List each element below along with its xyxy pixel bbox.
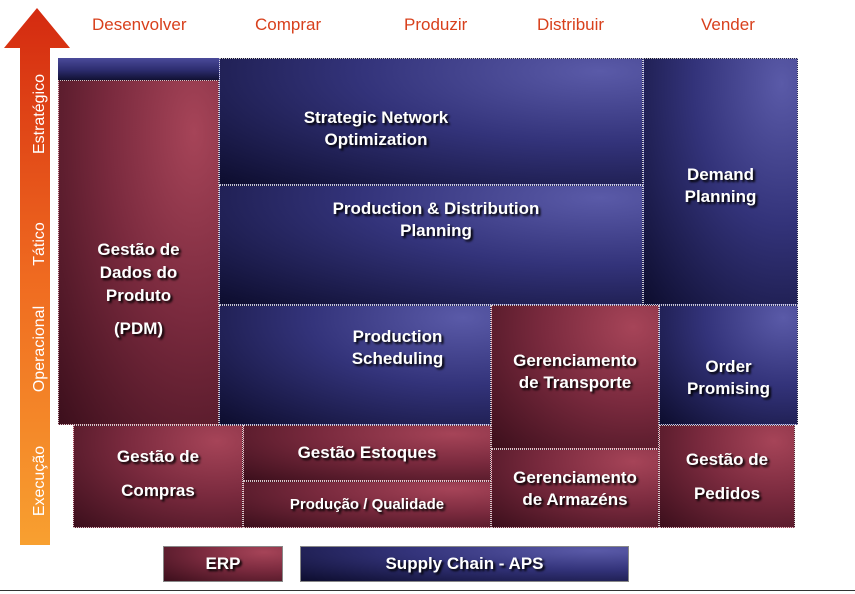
- inventory-management-box: Gestão Estoques: [243, 425, 491, 481]
- production-scheduling-box: Production Scheduling: [219, 305, 491, 425]
- bottom-divider: [0, 590, 855, 591]
- box-line: Produção / Qualidade: [289, 495, 445, 513]
- legend-erp: ERP: [163, 546, 283, 582]
- demand-planning-box: Demand Planning: [643, 58, 798, 305]
- column-header-comprar: Comprar: [255, 15, 322, 34]
- box-line: Produto: [105, 286, 172, 305]
- box-line: Gerenciamento: [513, 351, 637, 370]
- box-line: Strategic Network: [303, 108, 449, 127]
- transport-management-box: Gerenciamento de Transporte: [491, 305, 659, 449]
- box-line: Pedidos: [693, 483, 761, 503]
- box-line: Promising: [686, 379, 771, 398]
- production-quality-box: Produção / Qualidade: [243, 481, 491, 528]
- axis-level-tatico: Tático: [31, 222, 48, 266]
- box-line: de Armazéns: [522, 489, 628, 509]
- box-line: Optimization: [324, 130, 428, 149]
- box-line: Gestão de: [116, 447, 200, 466]
- box-line: Production & Distribution: [332, 199, 540, 218]
- legend-supply-chain-aps: Supply Chain - APS: [300, 546, 629, 582]
- column-header-vender: Vender: [701, 15, 755, 34]
- order-promising-box: Order Promising: [659, 305, 798, 425]
- box-line: Gestão Estoques: [297, 443, 437, 462]
- column-header-produzir: Produzir: [404, 15, 468, 34]
- pdm-box: Gestão de Dados do Produto (PDM): [58, 80, 219, 425]
- box-line: Planning: [400, 221, 472, 240]
- box-line: Demand: [686, 165, 755, 184]
- production-distribution-planning-box: Production & Distribution Planning: [219, 185, 643, 305]
- box-line: Compras: [121, 481, 195, 500]
- strategic-network-optimization-box: Strategic Network Optimization: [219, 58, 643, 185]
- column-header-distribuir: Distribuir: [537, 15, 605, 34]
- box-line: de Transporte: [518, 373, 632, 392]
- box-line: Production: [352, 327, 443, 346]
- axis-level-operacional: Operacional: [31, 305, 48, 393]
- purchasing-management-box: Gestão de Compras: [73, 425, 243, 528]
- order-management-box: Gestão de Pedidos: [659, 425, 795, 528]
- axis-level-execucao: Execução: [31, 445, 48, 517]
- box-line: Gestão de: [685, 449, 769, 469]
- column-header-desenvolver: Desenvolver: [92, 15, 187, 34]
- box-line: Gestão de: [97, 240, 180, 259]
- box-line: Planning: [684, 187, 757, 206]
- axis-level-estrategico: Estratégico: [31, 73, 48, 155]
- box-line: Dados do: [99, 263, 178, 282]
- box-line: Scheduling: [351, 349, 444, 368]
- warehouse-management-box: Gerenciamento de Armazéns: [491, 449, 659, 528]
- box-line: Order: [705, 357, 752, 376]
- box-line: (PDM): [113, 319, 164, 338]
- box-line: Gerenciamento: [513, 467, 637, 487]
- hierarchy-arrow: [4, 8, 70, 545]
